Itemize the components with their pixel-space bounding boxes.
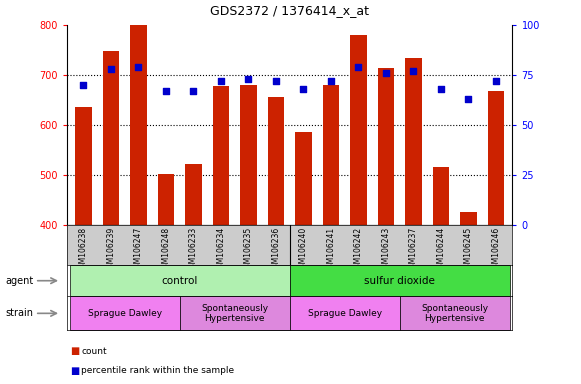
Bar (350, 35, 367, 225)
Text: percentile rank within the sample: percentile rank within the sample (81, 366, 235, 375)
Point (299, 86, 308, 92)
Point (327, 78, 336, 84)
Point (436, 86, 446, 92)
Text: GSM106241: GSM106241 (327, 227, 335, 273)
Bar (70, 265, 290, 296)
Point (354, 64, 363, 70)
Text: GSM106236: GSM106236 (271, 227, 281, 273)
Point (243, 76, 253, 82)
Text: Sprague Dawley: Sprague Dawley (307, 309, 382, 318)
Bar (75, 108, 92, 225)
Bar (240, 85, 257, 225)
Bar (290, 265, 510, 296)
Bar (268, 98, 284, 225)
Text: GSM106235: GSM106235 (244, 227, 253, 273)
Point (161, 88, 170, 94)
Text: GSM106233: GSM106233 (189, 227, 198, 273)
Point (464, 96, 473, 102)
Text: GSM106242: GSM106242 (354, 227, 363, 273)
Bar (378, 68, 394, 225)
Bar (185, 164, 202, 225)
Text: Sprague Dawley: Sprague Dawley (88, 309, 162, 318)
Point (216, 78, 225, 84)
Point (271, 78, 281, 84)
Text: ■: ■ (70, 346, 79, 356)
Point (492, 78, 501, 84)
Text: GSM106244: GSM106244 (436, 227, 446, 273)
Text: GSM106239: GSM106239 (106, 227, 115, 273)
Text: GSM106243: GSM106243 (381, 227, 390, 273)
Bar (405, 58, 422, 225)
Text: GSM106246: GSM106246 (492, 227, 500, 273)
Text: ■: ■ (70, 366, 79, 376)
Bar (433, 167, 449, 225)
Text: GSM106248: GSM106248 (162, 227, 170, 273)
Bar (460, 212, 476, 225)
Text: GSM106237: GSM106237 (409, 227, 418, 273)
Text: GSM106245: GSM106245 (464, 227, 473, 273)
Text: control: control (162, 276, 198, 286)
Bar (130, 25, 146, 225)
Bar (180, 296, 290, 330)
Point (381, 70, 390, 76)
Bar (295, 132, 311, 225)
Point (409, 68, 418, 74)
Text: Spontaneously
Hypertensive: Spontaneously Hypertensive (201, 304, 268, 323)
Text: sulfur dioxide: sulfur dioxide (364, 276, 435, 286)
Text: strain: strain (6, 308, 34, 318)
Text: GSM106238: GSM106238 (79, 227, 88, 273)
Point (106, 66, 116, 72)
Text: GDS2372 / 1376414_x_at: GDS2372 / 1376414_x_at (210, 4, 369, 17)
Bar (157, 174, 174, 225)
Text: GSM106240: GSM106240 (299, 227, 308, 273)
Text: agent: agent (6, 276, 34, 286)
Bar (322, 85, 339, 225)
Point (189, 88, 198, 94)
Point (78, 82, 88, 88)
Point (134, 64, 143, 70)
Bar (290, 296, 400, 330)
Text: count: count (81, 347, 107, 356)
Bar (487, 91, 504, 225)
Text: GSM106247: GSM106247 (134, 227, 143, 273)
Bar (103, 51, 119, 225)
Text: Spontaneously
Hypertensive: Spontaneously Hypertensive (421, 304, 488, 323)
Bar (400, 296, 510, 330)
Text: GSM106234: GSM106234 (216, 227, 225, 273)
Bar (70, 296, 180, 330)
Bar (213, 86, 229, 225)
